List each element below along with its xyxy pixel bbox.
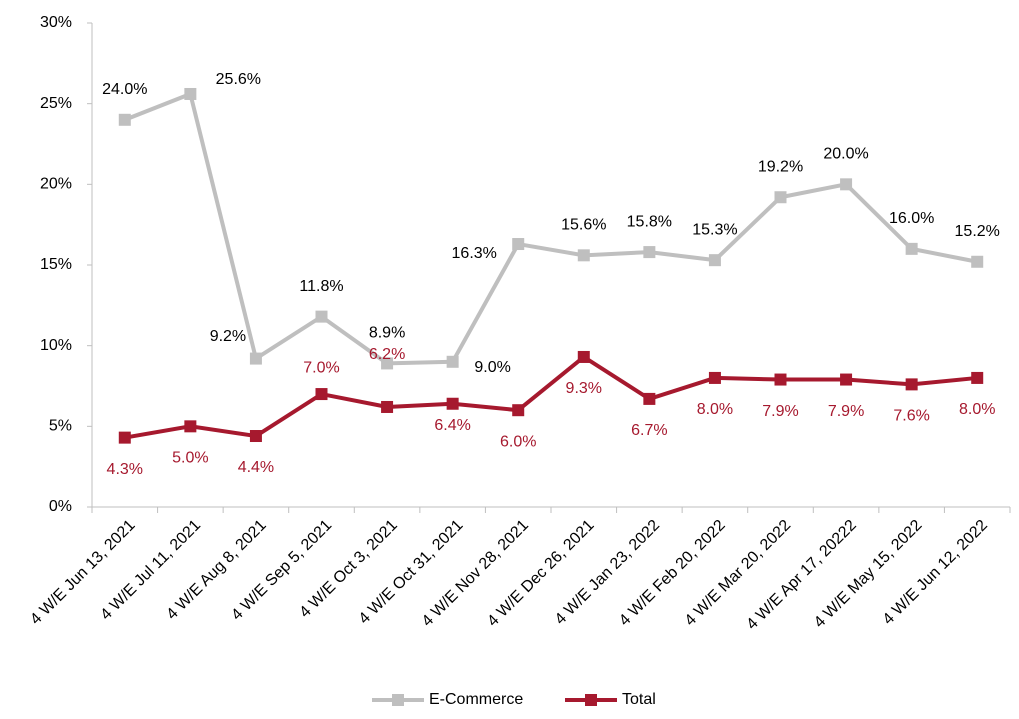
data-label: 8.9% [369, 325, 405, 342]
x-tick-label: 4 W/E Jun 13, 2021 [27, 517, 138, 628]
point-marker [249, 352, 262, 365]
point-marker [577, 249, 590, 262]
point-marker [118, 431, 131, 444]
point-marker [512, 238, 525, 251]
point-marker [774, 373, 787, 386]
legend-label: E-Commerce [429, 691, 523, 708]
point-marker [577, 350, 590, 363]
point-marker [774, 191, 787, 204]
y-tick-label: 30% [40, 14, 72, 31]
point-marker [512, 404, 525, 417]
data-label: 7.9% [762, 403, 798, 420]
point-marker [381, 400, 394, 413]
data-label: 7.6% [893, 408, 929, 425]
point-marker [708, 254, 721, 267]
data-label: 9.3% [566, 380, 602, 397]
series-line [124, 354, 978, 440]
data-label: 4.3% [107, 461, 143, 478]
data-label: 6.4% [434, 417, 470, 434]
point-marker [184, 420, 197, 433]
point-marker [971, 371, 984, 384]
point-marker [315, 388, 328, 401]
point-marker [840, 178, 853, 191]
data-label: 11.8% [299, 278, 343, 295]
y-tick-label: 25% [40, 95, 72, 112]
data-label: 8.0% [959, 401, 995, 418]
point-marker [184, 87, 197, 100]
point-marker [315, 310, 328, 323]
y-tick-label: 5% [49, 418, 72, 435]
data-label: 15.8% [627, 213, 672, 230]
data-label: 7.9% [828, 403, 864, 420]
data-label: 16.3% [452, 245, 497, 262]
y-tick-label: 20% [40, 176, 72, 193]
data-label: 6.7% [631, 422, 667, 439]
legend-marker [585, 694, 597, 706]
data-label: 15.6% [561, 217, 606, 234]
point-marker [905, 242, 918, 255]
x-tick-label: 4 W/E May 15, 2022 [811, 517, 926, 632]
point-marker [905, 378, 918, 391]
point-marker [381, 357, 394, 370]
data-label: 9.2% [210, 328, 246, 345]
data-label: 8.0% [697, 401, 733, 418]
data-label: 7.0% [303, 359, 339, 376]
data-label: 15.3% [692, 221, 737, 238]
x-tick-label: 4 W/E Apr 17, 20222 [743, 517, 860, 634]
data-label: 24.0% [102, 81, 147, 98]
point-marker [708, 371, 721, 384]
data-label: 5.0% [172, 450, 208, 467]
legend-marker [392, 694, 404, 706]
data-label: 16.0% [889, 210, 934, 227]
data-label: 20.0% [823, 146, 868, 163]
series-line [124, 91, 978, 366]
data-label: 19.2% [758, 158, 803, 175]
point-marker [840, 373, 853, 386]
data-label: 25.6% [216, 71, 261, 88]
data-label: 4.4% [238, 459, 274, 476]
y-tick-label: 15% [40, 256, 72, 273]
point-marker [643, 246, 656, 259]
legend-label: Total [622, 691, 656, 708]
point-marker [446, 355, 459, 368]
x-tick-label: 4 W/E Nov 28, 2021 [419, 517, 532, 630]
data-label: 6.2% [369, 346, 405, 363]
x-tick-label: 4 W/E Dec 26, 2021 [484, 517, 597, 630]
point-marker [249, 430, 262, 443]
point-marker [118, 113, 131, 126]
y-tick-label: 10% [40, 337, 72, 354]
y-tick-label: 0% [49, 498, 72, 515]
point-marker [446, 397, 459, 410]
data-label: 9.0% [474, 359, 510, 376]
point-marker [643, 392, 656, 405]
data-label: 15.2% [955, 223, 1000, 240]
data-label: 6.0% [500, 433, 536, 450]
point-marker [971, 255, 984, 268]
